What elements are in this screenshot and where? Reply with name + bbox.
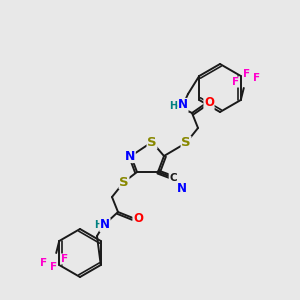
Text: F: F bbox=[232, 77, 239, 87]
Text: N: N bbox=[177, 182, 187, 196]
Text: N: N bbox=[100, 218, 110, 232]
Text: O: O bbox=[204, 97, 214, 110]
Text: F: F bbox=[61, 254, 68, 264]
Text: S: S bbox=[181, 136, 191, 149]
Text: F: F bbox=[243, 69, 250, 79]
Text: F: F bbox=[253, 73, 260, 83]
Text: F: F bbox=[40, 258, 47, 268]
Text: S: S bbox=[147, 136, 157, 148]
Text: S: S bbox=[119, 176, 129, 188]
Text: F: F bbox=[50, 262, 57, 272]
Text: H: H bbox=[169, 101, 177, 111]
Text: C: C bbox=[169, 173, 177, 183]
Text: N: N bbox=[178, 98, 188, 112]
Text: H: H bbox=[94, 220, 102, 230]
Text: N: N bbox=[125, 149, 135, 163]
Text: O: O bbox=[133, 212, 143, 226]
